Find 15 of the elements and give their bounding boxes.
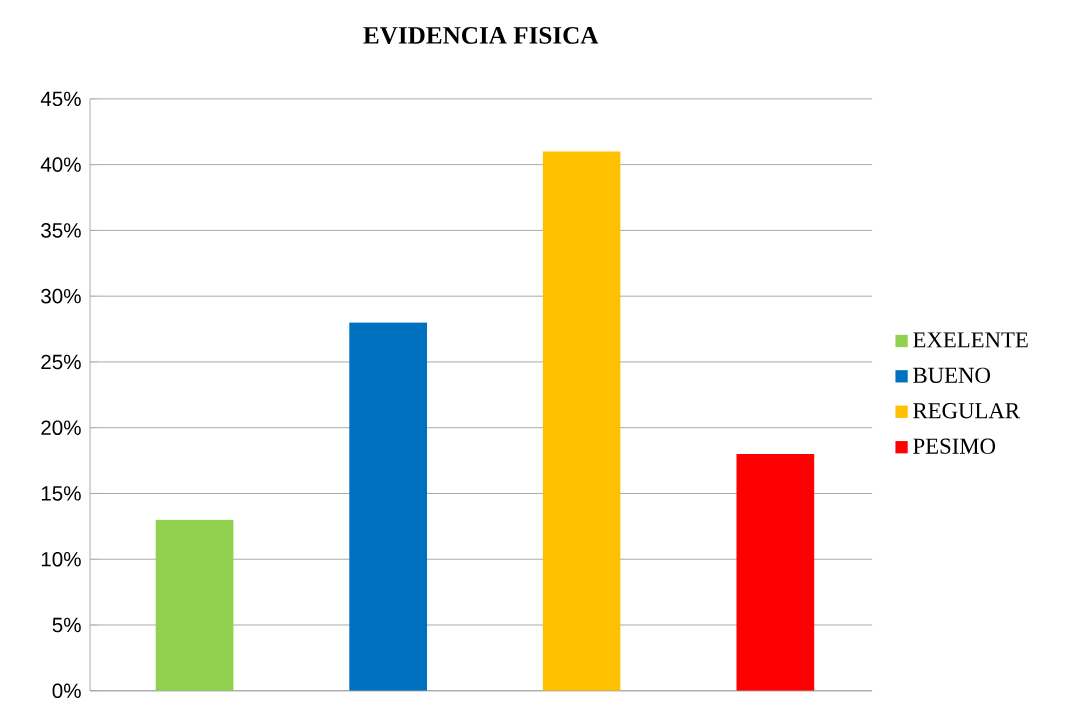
y-tick-label: 25% xyxy=(41,354,81,370)
y-tick-label: 45% xyxy=(40,91,81,107)
y-tick-label: 20% xyxy=(41,420,81,435)
legend-label: PESIMO xyxy=(913,438,996,454)
y-tick-label: 30% xyxy=(41,288,81,304)
y-tick-label: 15% xyxy=(41,486,81,501)
chart-title: EVIDENCIA FISICA xyxy=(363,26,599,44)
legend-label: REGULAR xyxy=(913,403,1020,419)
legend-label: EXELENTE xyxy=(913,332,1028,348)
y-tick-label: 0% xyxy=(52,683,81,699)
y-tick-label: 10% xyxy=(41,551,81,567)
legend-label: BUENO xyxy=(913,367,990,383)
y-tick-label: 40% xyxy=(40,157,81,172)
y-tick-label: 35% xyxy=(41,223,81,238)
y-tick-label: 5% xyxy=(52,617,81,633)
